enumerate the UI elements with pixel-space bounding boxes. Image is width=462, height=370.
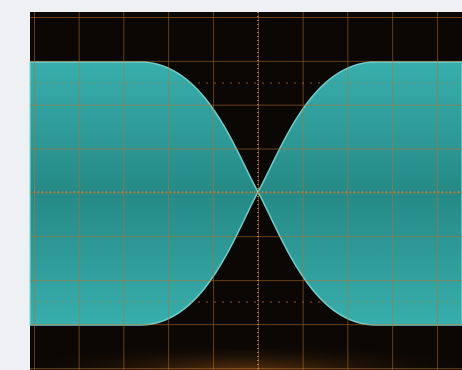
scope-photo	[0, 0, 462, 370]
graticule	[30, 12, 462, 370]
page	[0, 0, 462, 370]
